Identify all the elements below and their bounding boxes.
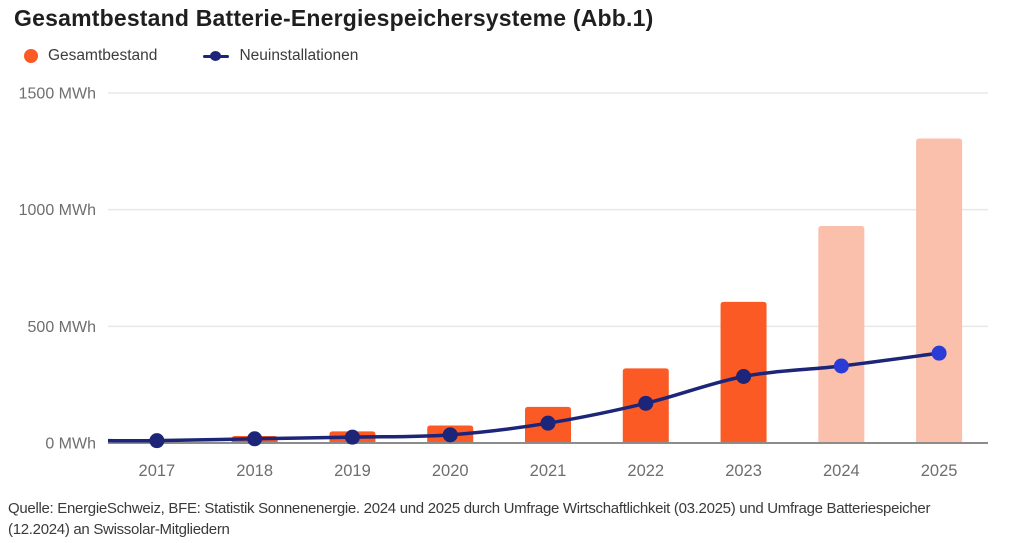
x-axis-label-2018: 2018 xyxy=(236,462,273,480)
y-axis-label-1000: 1000 MWh xyxy=(19,202,96,219)
bar-2025 xyxy=(916,138,963,443)
chart-svg: 0 MWh 500 MWh 1000 MWh 1500 MWh 2017 2018 2019… xyxy=(19,86,988,480)
source-line-2: (12.2024) an Swissolar-Mitgliedern xyxy=(8,521,230,538)
x-axis-label-2024: 2024 xyxy=(823,462,860,480)
data-point-2017 xyxy=(149,433,165,449)
gesamtbestand-marker-icon xyxy=(24,49,38,63)
x-axis-label-2022: 2022 xyxy=(627,462,664,480)
legend-item-gesamtbestand: Gesamtbestand xyxy=(24,47,157,65)
data-point-2025 xyxy=(931,345,947,361)
chart-area: 0 MWh 500 MWh 1000 MWh 1500 MWh 2017 2018 2019… xyxy=(0,80,1024,480)
x-axis-label-2021: 2021 xyxy=(530,462,567,480)
line-marker-dot xyxy=(210,51,222,61)
bar-2024 xyxy=(818,226,865,443)
line-series-neuinstallationen xyxy=(107,351,940,443)
x-axis-label-2020: 2020 xyxy=(432,462,469,480)
x-axis-label-2017: 2017 xyxy=(139,462,176,480)
legend: Gesamtbestand Neuinstallationen xyxy=(24,47,358,65)
x-axis-label-2019: 2019 xyxy=(334,462,371,480)
y-axis-label-500: 500 MWh xyxy=(28,319,96,336)
data-point-2018 xyxy=(247,431,263,447)
legend-label-gesamtbestand: Gesamtbestand xyxy=(48,47,158,64)
chart-title: Gesamtbestand Batterie-Energiespeichersy… xyxy=(14,5,654,31)
data-point-2024 xyxy=(833,358,849,374)
x-axis-label-2025: 2025 xyxy=(921,462,958,480)
source-note: Quelle: EnergieSchweiz, BFE: Statistik S… xyxy=(8,498,1022,540)
data-point-2021 xyxy=(540,415,556,431)
y-axis-label-0: 0 MWh xyxy=(45,436,96,453)
legend-item-neuinstallationen: Neuinstallationen xyxy=(203,47,358,65)
data-point-2023 xyxy=(736,369,752,384)
source-line-1: Quelle: EnergieSchweiz, BFE: Statistik S… xyxy=(8,500,931,517)
data-point-2020 xyxy=(442,427,458,443)
data-point-2022 xyxy=(638,395,654,411)
data-point-2019 xyxy=(344,429,360,445)
legend-label-neuinstallationen: Neuinstallationen xyxy=(239,47,359,64)
x-axis-label-2023: 2023 xyxy=(725,462,762,480)
y-axis-label-1500: 1500 MWh xyxy=(19,86,96,103)
neuinstallationen-marker-icon xyxy=(203,50,230,62)
